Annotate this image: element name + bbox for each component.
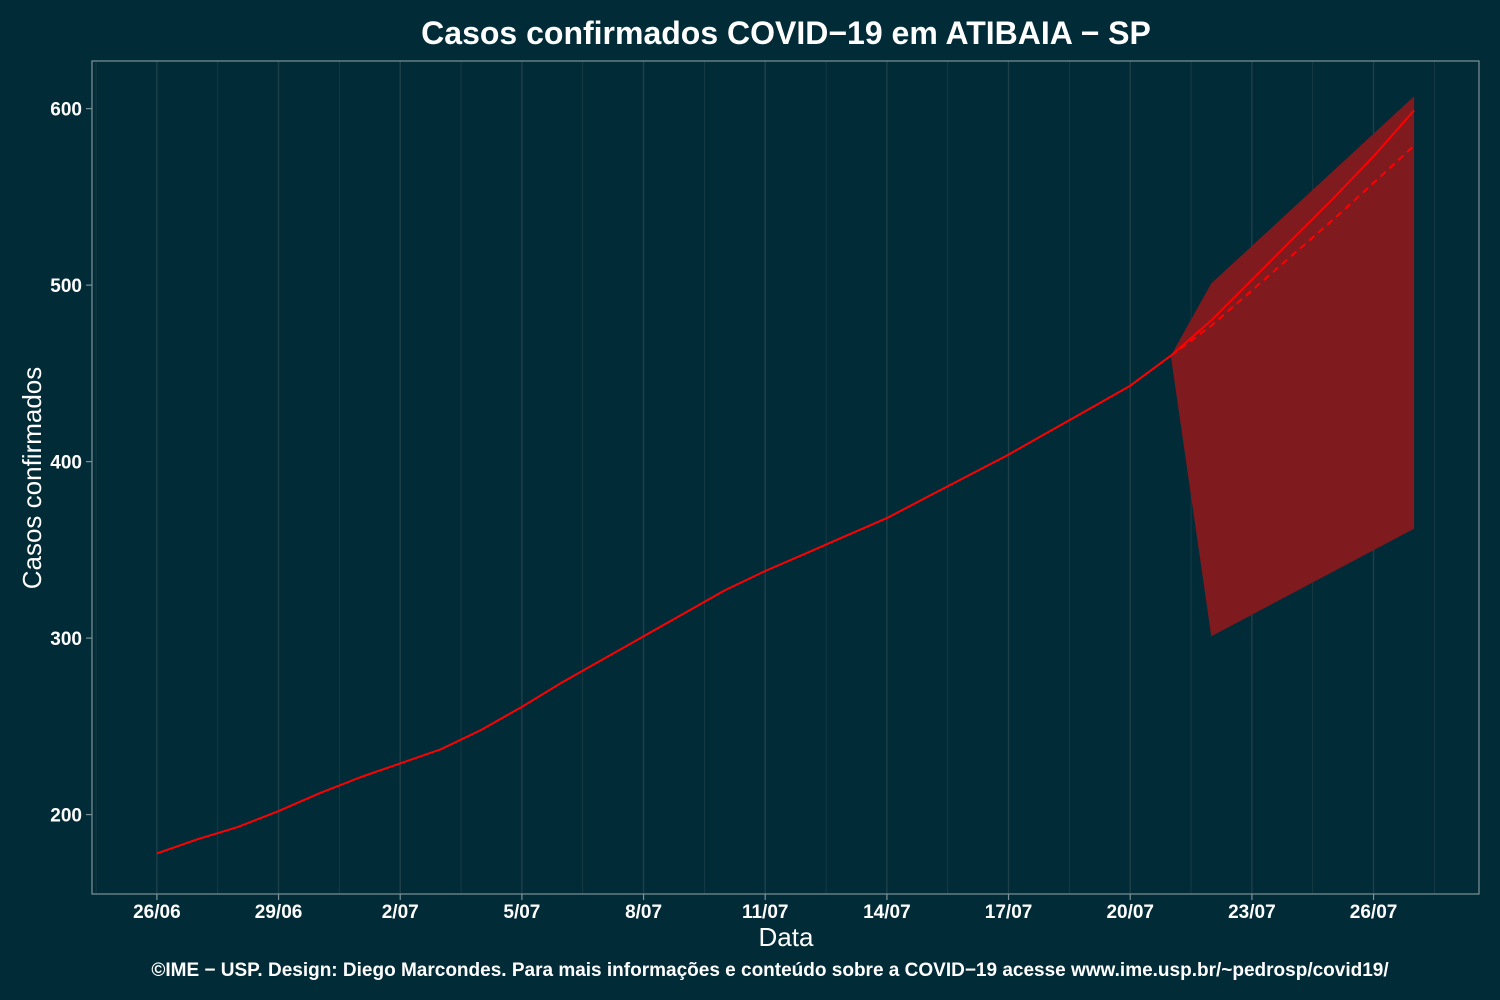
chart-title: Casos confirmados COVID−19 em ATIBAIA − … <box>421 15 1151 51</box>
y-axis-label: Casos confirmados <box>17 367 47 590</box>
x-tick-label: 23/07 <box>1228 902 1276 923</box>
series-line-dashed <box>1170 144 1415 357</box>
x-tick-label: 11/07 <box>742 902 789 923</box>
plot-frame <box>91 60 1480 895</box>
footer-caption: ©IME − USP. Design: Diego Marcondes. Par… <box>151 960 1389 981</box>
x-axis-ticks: 26/06 29/06 2/07 5/07 8/07 11/07 14/07 17/07 20/… <box>133 894 1397 923</box>
x-tick-label: 2/07 <box>382 902 419 923</box>
y-tick-label: 400 <box>50 453 82 474</box>
x-tick-label: 29/06 <box>255 902 303 923</box>
series-layer <box>156 109 1415 855</box>
y-tick-label: 300 <box>50 629 82 650</box>
x-tick-label: 8/07 <box>625 902 662 923</box>
x-tick-label: 26/06 <box>133 902 181 923</box>
x-tick-label: 17/07 <box>985 902 1033 923</box>
series-line-1 <box>1170 109 1415 357</box>
x-tick-label: 26/07 <box>1350 902 1398 923</box>
grid-lines <box>95 61 1435 894</box>
prediction-band-layer <box>1170 96 1415 637</box>
prediction-band <box>1170 96 1415 637</box>
series-line-0 <box>156 354 1172 855</box>
y-tick-label: 500 <box>50 276 82 297</box>
x-tick-label: 14/07 <box>863 902 911 923</box>
x-axis-label: Data <box>759 922 814 952</box>
x-tick-label: 5/07 <box>503 902 540 923</box>
y-tick-label: 200 <box>50 806 82 827</box>
y-axis-ticks: 200 300 400 500 600 <box>50 100 92 827</box>
x-tick-label: 20/07 <box>1106 902 1154 923</box>
y-tick-label: 600 <box>50 100 82 121</box>
